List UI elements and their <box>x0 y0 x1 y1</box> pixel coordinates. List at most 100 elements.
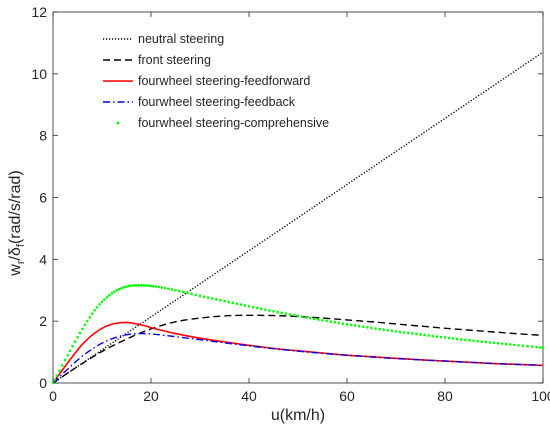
data-point <box>280 311 283 315</box>
data-point <box>402 331 406 334</box>
series-line <box>52 332 544 384</box>
data-point <box>357 324 361 328</box>
y-axis-title-sub2: f <box>15 243 27 247</box>
data-point <box>451 337 455 340</box>
data-point <box>73 340 77 343</box>
legend-item: fourwheel steering-feedforward <box>103 74 310 88</box>
x-tick-label: 0 <box>49 388 57 404</box>
x-tick-label: 20 <box>143 388 159 404</box>
data-point <box>71 344 74 348</box>
axes: 0 20 40 60 80 100 0 2 4 6 8 10 12 <box>31 4 550 404</box>
data-point <box>423 333 426 337</box>
data-point <box>439 335 443 339</box>
data-point <box>288 313 292 316</box>
legend-label: neutral steering <box>138 32 224 46</box>
data-point <box>480 340 484 343</box>
y-axis-title-mid: /δ <box>7 247 24 260</box>
data-point <box>325 319 328 323</box>
x-tick-label: 100 <box>531 388 550 404</box>
data-point <box>93 309 96 312</box>
data-point <box>443 336 447 339</box>
data-point <box>117 287 121 291</box>
data-point <box>276 310 279 314</box>
data-point <box>174 288 177 292</box>
data-point <box>68 349 72 352</box>
y-tick-label: 0 <box>39 375 47 391</box>
data-point <box>259 307 263 311</box>
data-point <box>78 331 82 335</box>
series-front-steering <box>52 314 544 384</box>
data-point <box>103 298 106 301</box>
data-point <box>125 285 128 288</box>
x-tick-label: 60 <box>339 388 355 404</box>
data-point <box>509 343 512 346</box>
data-point <box>337 321 341 325</box>
legend-item: fourwheel steering-feedback <box>103 95 296 109</box>
x-tick-label: 80 <box>437 388 453 404</box>
series-line <box>52 321 544 384</box>
data-point <box>167 287 170 291</box>
data-point <box>98 303 101 306</box>
data-point <box>105 295 109 299</box>
data-point <box>268 309 271 312</box>
y-axis-title-sub1: r <box>15 260 27 264</box>
data-point <box>321 318 324 322</box>
data-point <box>108 293 111 297</box>
data-point <box>243 304 247 307</box>
data-point <box>170 288 174 291</box>
data-point <box>313 317 316 321</box>
data-point <box>296 314 300 318</box>
data-point <box>329 320 332 323</box>
data-point <box>112 290 116 294</box>
legend-label: front steering <box>138 53 211 67</box>
data-point <box>100 300 104 304</box>
data-point <box>127 284 131 288</box>
x-tick-label: 40 <box>241 388 257 404</box>
data-point <box>177 289 181 293</box>
data-point <box>219 298 222 302</box>
data-point <box>95 305 99 309</box>
series-line <box>52 314 544 384</box>
data-point <box>60 364 64 367</box>
data-point <box>90 312 94 316</box>
data-point <box>386 328 390 332</box>
series-fourwheel-steering-comprehensive <box>51 284 545 385</box>
data-point <box>374 327 377 330</box>
data-point <box>378 327 381 331</box>
legend-label: fourwheel steering-feedforward <box>138 74 310 88</box>
data-point <box>251 305 255 309</box>
data-point <box>81 327 84 331</box>
data-point <box>122 285 126 289</box>
data-point <box>149 284 152 288</box>
data-point <box>382 328 386 332</box>
legend-item: fourwheel steering-comprehensive <box>116 116 329 130</box>
data-point <box>484 340 488 344</box>
data-point <box>255 306 259 310</box>
y-tick-label: 12 <box>31 4 47 20</box>
data-point <box>447 336 451 340</box>
data-point <box>366 326 369 329</box>
y-tick-label: 6 <box>39 190 47 206</box>
series-fourwheel-steering-feedback <box>52 332 544 384</box>
data-point <box>362 325 365 329</box>
data-point <box>157 285 161 289</box>
data-point <box>227 300 230 304</box>
data-point <box>472 339 475 343</box>
data-point <box>492 341 496 345</box>
data-point <box>394 330 398 333</box>
data-point <box>500 342 504 345</box>
data-point <box>431 334 435 338</box>
data-point <box>496 341 500 345</box>
data-point <box>210 297 214 300</box>
data-point <box>308 316 312 320</box>
legend-label: fourwheel steering-feedback <box>138 95 296 109</box>
data-point <box>460 338 463 341</box>
data-point <box>370 326 373 330</box>
series-layer <box>51 51 545 385</box>
data-point <box>292 313 296 317</box>
data-point <box>86 319 89 323</box>
data-point <box>182 290 185 294</box>
y-tick-label: 10 <box>31 66 47 82</box>
data-point <box>317 318 320 321</box>
